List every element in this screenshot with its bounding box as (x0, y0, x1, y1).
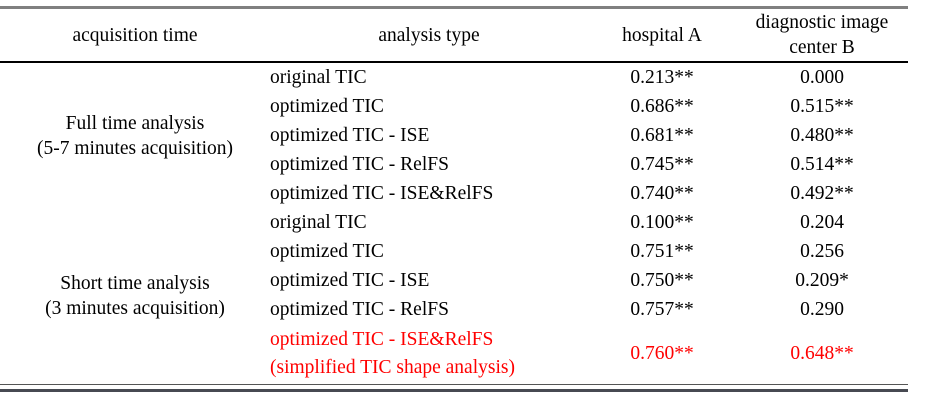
analysis-type-cell: optimized TIC - ISE (270, 125, 430, 146)
hospital-a-value-cell: 0.757** (630, 298, 694, 320)
analysis-type-cell: optimized TIC - ISE&RelFS (270, 183, 494, 204)
center-b-value-cell: 0.480** (790, 124, 854, 146)
table-row: optimized TIC - RelFS 0.745** 0.514** (0, 150, 908, 179)
analysis-type-cell: original TIC (270, 67, 367, 88)
results-table: acquisition time analysis type hospital … (0, 6, 908, 392)
group-label-line: Full time analysis (65, 112, 205, 134)
table-row: Short time analysis (3 minutes acquisiti… (0, 208, 908, 319)
analysis-label-line: optimized TIC - ISE&RelFS (270, 328, 494, 350)
hospital-a-value-cell: 0.750** (630, 269, 694, 291)
center-b-value-cell: 0.209* (795, 269, 849, 291)
table-row: Full time analysis (5-7 minutes acquisit… (0, 62, 908, 159)
bottom-rule (0, 388, 908, 392)
group-label-line: Short time analysis (60, 272, 210, 294)
analysis-type-cell: optimized TIC (270, 241, 384, 262)
hospital-a-value-cell: 0.740** (630, 182, 694, 204)
col-header-center-b: diagnostic image center B (736, 7, 908, 63)
center-b-value-cell: 0.648** (790, 342, 854, 364)
center-b-value-cell: 0.256 (800, 240, 844, 262)
center-b-value-cell: 0.204 (800, 211, 844, 233)
hospital-a-value-cell: 0.100** (630, 211, 694, 233)
table-row: optimized TIC - ISE 0.750** 0.209* (0, 266, 908, 295)
analysis-type-cell: optimized TIC - RelFS (270, 154, 449, 175)
table-row: optimized TIC - ISE 0.681** 0.480** (0, 121, 908, 150)
group-label-line: (5-7 minutes acquisition) (36, 137, 234, 159)
analysis-type-cell: optimized TIC - ISE (270, 270, 430, 291)
analysis-type-cell: optimized TIC - RelFS (270, 299, 449, 320)
col-header-analysis-type: analysis type (270, 7, 588, 63)
hospital-a-value-cell: 0.681** (630, 124, 694, 146)
center-b-value-cell: 0.290 (800, 298, 844, 320)
analysis-type-cell: optimized TIC (270, 96, 384, 117)
table-row-highlighted: optimized TIC - ISE&RelFS (simplified TI… (0, 324, 908, 384)
hospital-a-value-cell: 0.213** (630, 66, 694, 88)
table-header-row: acquisition time analysis type hospital … (0, 7, 908, 63)
hospital-a-value-cell: 0.760** (630, 342, 694, 364)
col-header-acquisition-time: acquisition time (0, 7, 270, 63)
table-row: optimized TIC - ISE&RelFS 0.740** 0.492*… (0, 179, 908, 208)
analysis-type-cell: original TIC (270, 212, 367, 233)
center-b-value-cell: 0.492** (790, 182, 854, 204)
table-row: optimized TIC 0.751** 0.256 (0, 237, 908, 266)
center-b-value-cell: 0.000 (800, 66, 844, 88)
center-b-value-cell: 0.515** (790, 95, 854, 117)
hospital-a-value-cell: 0.686** (630, 95, 694, 117)
center-b-value-cell: 0.514** (790, 153, 854, 175)
col-header-hospital-a: hospital A (588, 7, 736, 63)
group-label-line: (3 minutes acquisition) (45, 297, 225, 319)
analysis-label-line: (simplified TIC shape analysis) (270, 356, 515, 378)
table-row: optimized TIC 0.686** 0.515** (0, 92, 908, 121)
hospital-a-value-cell: 0.751** (630, 240, 694, 262)
rowgroup-label-short-time: Short time analysis (3 minutes acquisiti… (0, 208, 270, 384)
table-row: optimized TIC - RelFS 0.757** 0.290 (0, 295, 908, 324)
hospital-a-value-cell: 0.745** (630, 153, 694, 175)
analysis-type-cell: optimized TIC - ISE&RelFS (simplified TI… (270, 324, 588, 384)
rowgroup-label-full-time: Full time analysis (5-7 minutes acquisit… (0, 62, 270, 208)
